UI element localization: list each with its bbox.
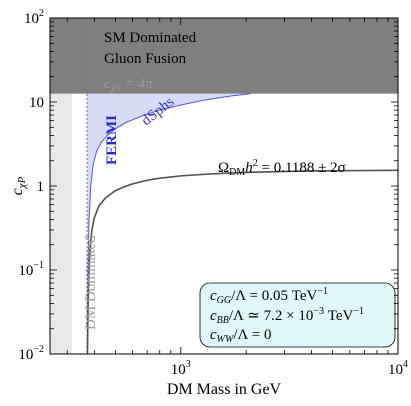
y-axis-title: cχP bbox=[9, 176, 28, 195]
sm-dominated-label: SM Dominated bbox=[104, 30, 197, 46]
y-tick-label-base: 10 bbox=[18, 263, 33, 279]
omega-value: = 0.1188 ± 2σ bbox=[258, 160, 346, 176]
param-cww: cWW/Λ = 0 bbox=[210, 327, 271, 345]
param-cbb-value: /Λ ≃ 7.2 × 10 bbox=[229, 308, 313, 324]
param-cgg-sup: −1 bbox=[317, 286, 328, 297]
axis-ticks bbox=[50, 17, 399, 355]
param-cbb-sup1: −3 bbox=[313, 306, 324, 317]
x-tick-label-base: 10 bbox=[171, 362, 186, 378]
param-cgg: cGG/Λ = 0.05 TeV−1 bbox=[210, 286, 328, 306]
y-tick-label: 10−2 bbox=[18, 344, 44, 363]
dm-dominated-label: DM Dominated bbox=[83, 235, 99, 330]
cxs-label: cχS = 4π bbox=[104, 76, 153, 94]
x-tick-label-exp: 3 bbox=[186, 359, 191, 370]
param-cbb-sup2: −1 bbox=[353, 306, 364, 317]
param-cww-sub: WW bbox=[217, 334, 235, 345]
fermi-label: FERMI bbox=[104, 115, 120, 165]
param-cww-value: /Λ = 0 bbox=[233, 327, 271, 343]
y-tick-label: 10 bbox=[29, 95, 44, 111]
y-axis-title-sub: χP bbox=[16, 176, 28, 189]
param-cbb: cBB/Λ ≃ 7.2 × 10−3 TeV−1 bbox=[210, 306, 364, 326]
y-tick-label-base: 1 bbox=[37, 179, 45, 195]
x-tick-label-base: 10 bbox=[388, 362, 403, 378]
cxs-label-c: c bbox=[104, 76, 111, 92]
cxs-label-value: = 4π bbox=[120, 76, 153, 92]
param-cgg-c: c bbox=[210, 288, 217, 304]
y-tick-label-base: 10 bbox=[29, 95, 44, 111]
relic-density-curve bbox=[86, 169, 399, 355]
omega-sub: DM bbox=[229, 167, 245, 178]
param-cgg-value: /Λ = 0.05 TeV bbox=[231, 288, 317, 304]
plot-frame bbox=[49, 17, 399, 355]
dm-dominated-region bbox=[50, 93, 72, 355]
fermi-dsphs-curve bbox=[86, 93, 251, 355]
param-cbb-sub: BB bbox=[217, 315, 229, 326]
relic-density-label: ΩDMh2 = 0.1188 ± 2σ bbox=[218, 158, 346, 178]
omega-symbol: Ω bbox=[218, 160, 229, 176]
omega-sup: 2 bbox=[253, 158, 258, 169]
x-tick-label: 104 bbox=[388, 359, 408, 378]
y-tick-label-exp: −2 bbox=[33, 344, 44, 355]
cxs-label-sub: χS bbox=[110, 83, 120, 94]
param-cbb-c: c bbox=[210, 308, 217, 324]
x-tick-label-exp: 4 bbox=[403, 359, 408, 370]
fermi-excluded-region bbox=[86, 93, 251, 354]
y-tick-label: 1 bbox=[37, 179, 45, 195]
y-tick-label-exp: −1 bbox=[33, 260, 44, 271]
param-cbb-unit: TeV bbox=[324, 308, 354, 324]
y-tick-label-base: 10 bbox=[18, 347, 33, 363]
gluon-fusion-label: Gluon Fusion bbox=[104, 51, 187, 67]
y-tick-label-base: 10 bbox=[24, 11, 39, 27]
y-tick-label: 102 bbox=[24, 8, 44, 27]
param-cgg-sub: GG bbox=[217, 295, 231, 306]
x-tick-label: 103 bbox=[171, 359, 191, 378]
x-axis-title: DM Mass in GeV bbox=[167, 381, 282, 398]
omega-h: h bbox=[245, 160, 253, 176]
sm-dominated-region bbox=[50, 18, 398, 94]
param-cww-c: c bbox=[210, 327, 217, 343]
y-tick-label-exp: 2 bbox=[39, 8, 44, 19]
parameter-box bbox=[199, 282, 396, 348]
y-tick-label: 10−1 bbox=[18, 260, 44, 279]
